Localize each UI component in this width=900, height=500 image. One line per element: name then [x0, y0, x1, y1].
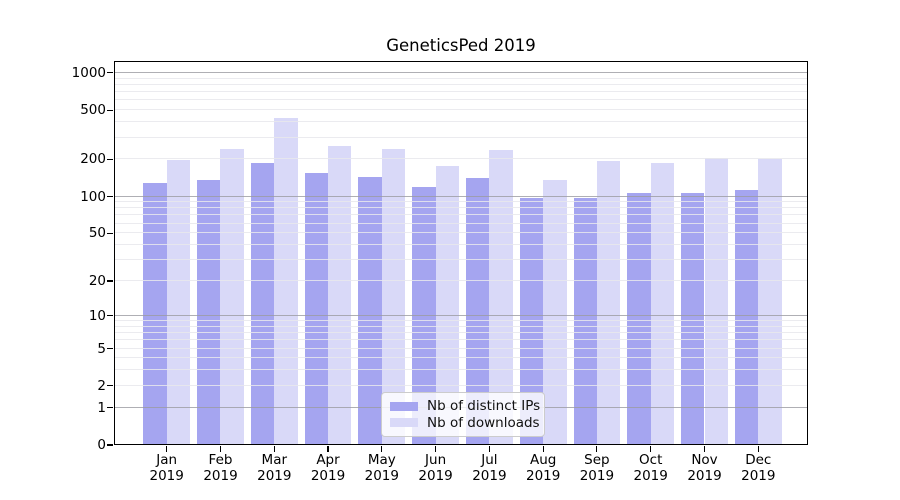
x-tick-label-dec: Dec 2019: [741, 452, 776, 484]
y-tick-10: [107, 315, 113, 317]
bar-ips-feb: [197, 180, 221, 445]
legend-label-distinct-ips: Nb of distinct IPs: [427, 398, 541, 415]
y-tick-label-500: 500: [80, 102, 106, 119]
x-tick-jun: [435, 445, 437, 452]
bar-ips-dec: [734, 190, 759, 445]
x-tick-aug: [542, 445, 544, 452]
gridline-20: [114, 280, 808, 281]
gridline-70: [114, 214, 808, 216]
x-tick-feb: [219, 445, 222, 452]
x-tick-label-may: May 2019: [364, 452, 399, 484]
gridline-300: [114, 136, 808, 138]
y-tick-50: [107, 232, 113, 234]
gridline-10: [114, 314, 808, 316]
y-tick-200: [107, 158, 113, 160]
grid-layer: [114, 61, 808, 446]
gridline-90: [114, 201, 808, 203]
x-tick-jul: [488, 445, 490, 452]
y-tick-5: [107, 347, 113, 350]
y-tick-20: [107, 280, 113, 282]
gridline-400: [114, 121, 808, 123]
x-tick-label-aug: Aug 2019: [526, 452, 561, 484]
y-tick-label-50: 50: [88, 225, 106, 242]
y-tick-label-1: 1: [97, 399, 106, 416]
gridline-100: [114, 195, 808, 197]
legend-swatch-distinct-ips: [390, 401, 418, 412]
y-tick-label-2: 2: [97, 377, 106, 394]
gridline-50: [114, 232, 808, 234]
y-tick-label-10: 10: [88, 307, 106, 324]
x-tick-apr: [327, 445, 329, 452]
gridline-900: [114, 77, 808, 79]
y-tick-500: [107, 109, 113, 111]
y-tick-label-0: 0: [97, 437, 106, 453]
legend-swatch-downloads: [390, 417, 418, 428]
bar-ips-apr: [304, 173, 329, 445]
y-tick-1: [107, 407, 113, 409]
bar-ips-nov: [681, 192, 705, 445]
bar-ips-oct: [627, 193, 651, 445]
bar-downloads-jan: [166, 159, 191, 445]
gridline-4: [114, 357, 808, 359]
y-tick-2: [107, 385, 113, 387]
bar-downloads-jun: [435, 165, 459, 445]
y-tick-label-20: 20: [88, 273, 106, 289]
y-tick-0: [107, 444, 113, 446]
legend-label-downloads: Nb of downloads: [427, 414, 540, 431]
x-tick-may: [381, 445, 383, 452]
gridline-60: [114, 222, 808, 224]
bar-downloads-aug: [543, 180, 567, 445]
gridline-700: [114, 91, 808, 93]
x-tick-label-jul: Jul 2019: [472, 452, 507, 484]
gridline-200: [114, 158, 808, 160]
gridline-5: [114, 347, 808, 349]
x-tick-label-feb: Feb 2019: [203, 452, 238, 484]
gridline-40: [114, 244, 808, 245]
plot-area: [114, 60, 808, 446]
y-tick-label-200: 200: [80, 151, 106, 168]
x-tick-mar: [273, 445, 275, 452]
x-tick-label-sep: Sep 2019: [579, 452, 615, 484]
bar-downloads-nov: [704, 158, 728, 445]
gridline-1000: [114, 71, 808, 73]
x-tick-label-oct: Oct 2019: [633, 452, 668, 484]
gridline-8: [114, 325, 808, 327]
legend-item-downloads: Nb of downloads: [390, 415, 540, 431]
x-tick-label-apr: Apr 2019: [310, 452, 346, 484]
x-tick-nov: [703, 445, 706, 452]
y-tick-label-5: 5: [97, 340, 106, 357]
y-tick-label-1000: 1000: [71, 64, 106, 81]
chart-title: GeneticsPed 2019: [386, 36, 536, 55]
x-tick-oct: [650, 445, 652, 452]
gridline-3: [114, 369, 808, 371]
bar-ips-jan: [143, 182, 167, 445]
gridline-30: [114, 259, 808, 261]
gridline-6: [114, 339, 808, 341]
gridline-600: [114, 99, 808, 101]
bar-downloads-sep: [596, 161, 621, 445]
gridline-2: [114, 384, 808, 386]
gridline-9: [114, 320, 808, 321]
gridline-800: [114, 83, 808, 85]
gridline-80: [114, 207, 808, 209]
x-tick-label-nov: Nov 2019: [687, 452, 722, 484]
bar-ips-jun: [412, 187, 436, 445]
y-tick-100: [107, 195, 113, 198]
legend: Nb of distinct IPs Nb of downloads: [381, 392, 545, 437]
x-tick-label-jan: Jan 2019: [149, 452, 184, 484]
x-tick-label-jun: Jun 2019: [418, 452, 453, 484]
x-tick-label-mar: Mar 2019: [257, 452, 292, 484]
bar-downloads-jul: [489, 150, 513, 445]
bar-downloads-dec: [758, 158, 782, 445]
legend-item-distinct-ips: Nb of distinct IPs: [390, 398, 540, 414]
bar-downloads-mar: [274, 118, 298, 445]
x-tick-sep: [596, 445, 598, 452]
gridline-7: [114, 332, 808, 333]
y-tick-1000: [107, 72, 113, 74]
x-tick-jan: [166, 445, 168, 452]
x-tick-dec: [757, 445, 759, 452]
y-tick-label-100: 100: [80, 188, 106, 205]
gridline-500: [114, 109, 808, 111]
